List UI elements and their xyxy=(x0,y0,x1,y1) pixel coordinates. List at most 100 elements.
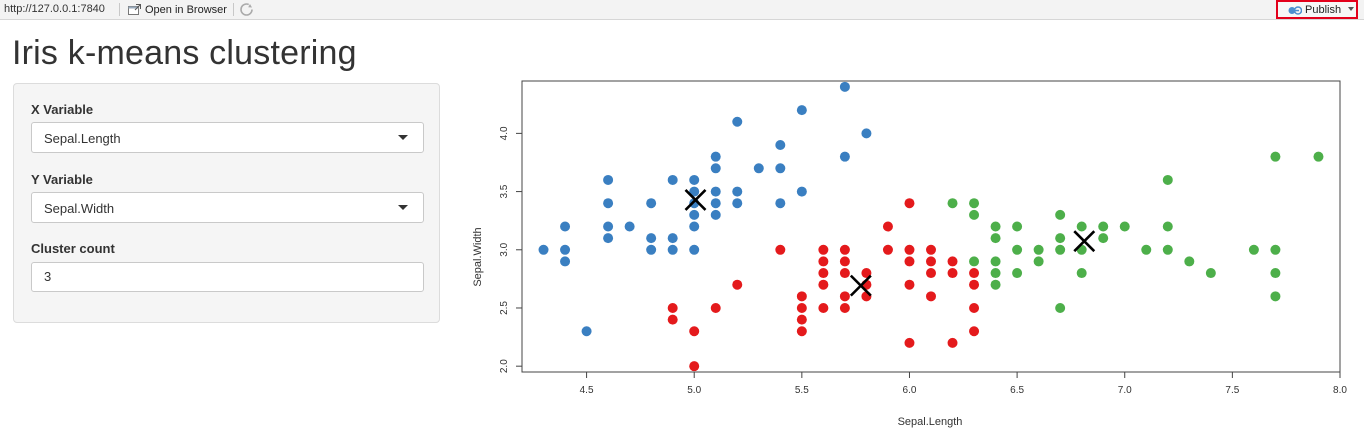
data-point xyxy=(1098,233,1109,244)
x-variable-select[interactable]: Sepal.Length xyxy=(31,122,424,153)
data-point xyxy=(1141,244,1152,255)
x-tick-label: 6.5 xyxy=(1010,385,1024,396)
data-point xyxy=(603,233,614,244)
data-point xyxy=(796,314,807,325)
open-in-browser-button[interactable]: Open in Browser xyxy=(128,2,227,17)
x-tick-label: 6.0 xyxy=(903,385,917,396)
data-point xyxy=(667,302,678,313)
data-point xyxy=(796,186,807,197)
data-point xyxy=(1270,244,1281,255)
refresh-icon[interactable] xyxy=(239,2,254,17)
data-point xyxy=(1012,244,1023,255)
data-point xyxy=(1313,151,1324,162)
data-point xyxy=(990,268,1001,279)
data-point xyxy=(1033,256,1044,267)
data-point xyxy=(1205,268,1216,279)
x-tick-label: 4.5 xyxy=(580,385,594,396)
data-point xyxy=(839,302,850,313)
x-tick-label: 5.5 xyxy=(795,385,809,396)
data-point xyxy=(667,244,678,255)
data-point xyxy=(689,326,700,337)
data-point xyxy=(818,244,829,255)
data-point xyxy=(796,105,807,116)
data-point xyxy=(882,244,893,255)
data-point xyxy=(624,221,635,232)
data-point xyxy=(796,326,807,337)
y-tick-label: 3.0 xyxy=(499,242,510,256)
data-point xyxy=(861,128,872,139)
y-variable-select[interactable]: Sepal.Width xyxy=(31,192,424,223)
publish-button[interactable]: Publish xyxy=(1288,3,1341,17)
data-point xyxy=(689,221,700,232)
open-in-browser-icon xyxy=(128,4,141,15)
data-point xyxy=(969,279,980,290)
data-point xyxy=(926,244,936,255)
data-point xyxy=(796,302,807,313)
data-point xyxy=(560,221,571,232)
y-axis-label: Sepal.Width xyxy=(472,227,484,286)
data-point xyxy=(904,279,915,290)
cluster-count-input[interactable]: 3 xyxy=(31,262,424,292)
x-tick-label: 7.0 xyxy=(1118,385,1132,396)
url-text: http://127.0.0.1:7840 xyxy=(4,3,105,15)
data-point xyxy=(969,256,980,267)
cluster-center-stroke xyxy=(1073,230,1096,253)
data-point xyxy=(839,81,850,92)
data-point xyxy=(646,198,657,209)
data-point xyxy=(753,163,764,174)
data-point xyxy=(732,186,743,197)
data-point xyxy=(839,291,850,302)
data-point xyxy=(904,198,915,209)
chevron-down-icon xyxy=(398,205,408,210)
data-point xyxy=(1076,268,1087,279)
x-tick-label: 7.5 xyxy=(1225,385,1239,396)
data-point xyxy=(1012,268,1023,279)
publish-icon xyxy=(1288,5,1302,15)
x-variable-value: Sepal.Length xyxy=(44,131,121,146)
toolbar-divider xyxy=(119,3,120,16)
cluster-center-marker xyxy=(1073,230,1096,253)
x-tick-label: 5.0 xyxy=(687,385,701,396)
cluster-count-label: Cluster count xyxy=(31,241,115,256)
data-point xyxy=(990,221,1001,232)
data-point xyxy=(1184,256,1195,267)
chevron-down-icon[interactable] xyxy=(1348,7,1354,11)
open-in-browser-label: Open in Browser xyxy=(145,3,227,16)
data-point xyxy=(947,256,958,267)
y-tick-label: 4.0 xyxy=(499,126,510,140)
data-point xyxy=(947,198,958,209)
data-point xyxy=(1162,244,1173,255)
data-point xyxy=(947,337,958,348)
data-point xyxy=(732,198,743,209)
cluster-center-marker xyxy=(849,274,872,297)
data-point xyxy=(538,244,549,255)
cluster-center-marker xyxy=(684,189,707,211)
data-point xyxy=(1270,291,1281,302)
data-point xyxy=(1270,268,1281,279)
data-point xyxy=(990,279,1001,290)
data-point xyxy=(646,233,657,244)
data-point xyxy=(904,256,915,267)
cluster-center-stroke xyxy=(849,274,872,297)
chevron-down-icon xyxy=(398,135,408,140)
data-point xyxy=(926,256,936,267)
y-tick-label: 3.5 xyxy=(499,184,510,198)
publish-label: Publish xyxy=(1305,4,1342,16)
data-point xyxy=(560,256,571,267)
data-point xyxy=(1162,174,1173,185)
data-point xyxy=(667,314,678,325)
data-point xyxy=(603,221,614,232)
data-point xyxy=(818,256,829,267)
data-point xyxy=(818,268,829,279)
data-point xyxy=(560,244,571,255)
page-title: Iris k-means clustering xyxy=(12,34,357,72)
data-point xyxy=(689,361,700,372)
data-point xyxy=(1033,244,1044,255)
data-point xyxy=(904,337,915,348)
y-variable-value: Sepal.Width xyxy=(44,201,115,216)
data-point xyxy=(732,116,743,127)
y-variable-label: Y Variable xyxy=(31,172,93,187)
data-point xyxy=(926,291,936,302)
data-point xyxy=(818,302,829,313)
data-point xyxy=(710,151,721,162)
